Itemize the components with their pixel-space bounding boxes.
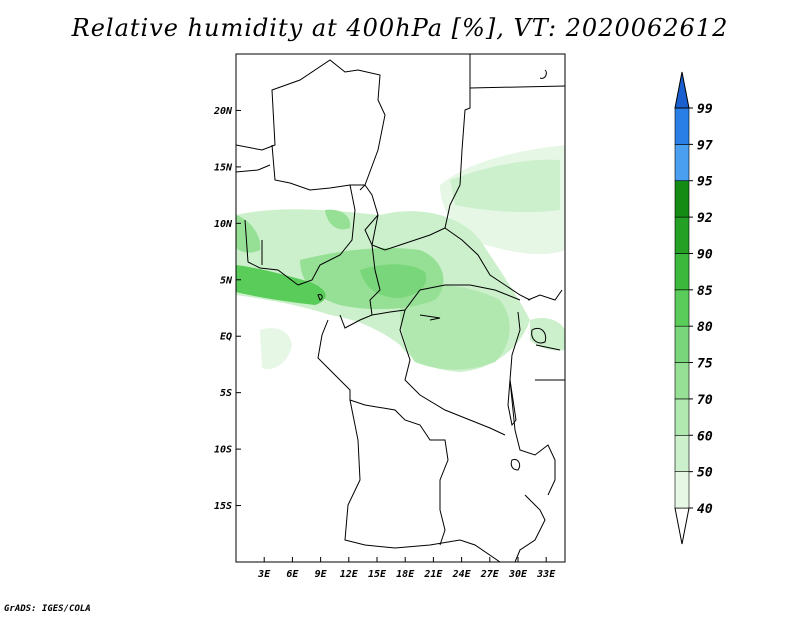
- lat-tick-label: 10S: [214, 445, 232, 456]
- colorbar-swatch: [674, 325, 690, 363]
- humidity-region-sahel-inner: [450, 159, 560, 213]
- lat-tick-label: 15N: [214, 162, 233, 173]
- colorbar-label: 99: [697, 102, 713, 117]
- humidity-region-gulf: [260, 328, 292, 370]
- lon-tick-label: 27E: [480, 569, 500, 580]
- lon-tick-label: 30E: [508, 569, 528, 580]
- map-frame: [235, 53, 566, 563]
- lon-tick-label: 33E: [536, 569, 556, 580]
- colorbar-label: 92: [697, 211, 713, 226]
- humidity-region-west-coast: [236, 265, 326, 305]
- lon-tick-label: 3E: [257, 569, 271, 580]
- colorbar-swatch: [674, 434, 690, 472]
- colorbar-label: 50: [697, 466, 713, 481]
- colorbar-label: 75: [697, 357, 713, 372]
- colorbar-label: 97: [697, 138, 713, 153]
- lon-tick-label: 9E: [315, 569, 328, 580]
- country-borders: [236, 54, 565, 562]
- lat-tick-label: 15S: [214, 501, 232, 512]
- humidity-region-west: [236, 215, 261, 253]
- colorbar-swatch: [674, 289, 690, 327]
- colorbar-swatch: [674, 180, 690, 218]
- humidity-region-congo: [399, 284, 510, 370]
- humidity-region-central-core: [360, 264, 427, 298]
- colorbar-swatch: [674, 398, 690, 436]
- lat-tick-label: 5S: [220, 388, 232, 399]
- humidity-region-east-lakes: [530, 318, 565, 351]
- footer-credit: GrADS: IGES/COLA: [4, 604, 91, 614]
- lat-tick-label: 10N: [214, 219, 233, 230]
- colorbar-label: 95: [697, 175, 713, 190]
- colorbar-over-arrow: [674, 71, 690, 109]
- lon-tick-label: 6E: [286, 569, 299, 580]
- colorbar-label: 70: [697, 393, 713, 408]
- axis-ticks: 20N 15N 10N 5N EQ 5S 10S 15S 3E 6E 9E 12E 15E 18E 21E 2…: [213, 106, 556, 580]
- colorbar-label: 80: [697, 320, 713, 335]
- colorbar-label: 40: [697, 502, 713, 517]
- colorbar-swatch: [674, 144, 690, 182]
- lat-tick-label: 5N: [220, 275, 233, 286]
- colorbar-swatch: [674, 216, 690, 254]
- colorbar: 40 50 60 70 75 80 85 90 92 95 97 99: [674, 71, 713, 545]
- humidity-shading: [236, 145, 565, 372]
- colorbar-swatch: [674, 471, 690, 509]
- chart-title: Relative humidity at 400hPa [%], VT: 202…: [71, 14, 729, 42]
- lon-tick-label: 12E: [340, 569, 359, 580]
- colorbar-label: 60: [697, 429, 713, 444]
- humidity-region-nile: [325, 209, 351, 230]
- colorbar-swatch: [674, 107, 690, 145]
- lat-tick-label: EQ: [220, 332, 232, 343]
- colorbar-swatch: [674, 362, 690, 400]
- lat-tick-label: 20N: [213, 106, 233, 117]
- colorbar-under-arrow: [674, 507, 690, 545]
- colorbar-label: 90: [697, 247, 713, 262]
- lon-tick-label: 18E: [396, 569, 415, 580]
- lake-outlines: [317, 69, 547, 471]
- lon-tick-label: 21E: [423, 569, 443, 580]
- lon-tick-label: 24E: [452, 569, 472, 580]
- colorbar-swatch: [674, 253, 690, 291]
- lon-tick-label: 15E: [368, 569, 387, 580]
- colorbar-label: 85: [697, 284, 713, 299]
